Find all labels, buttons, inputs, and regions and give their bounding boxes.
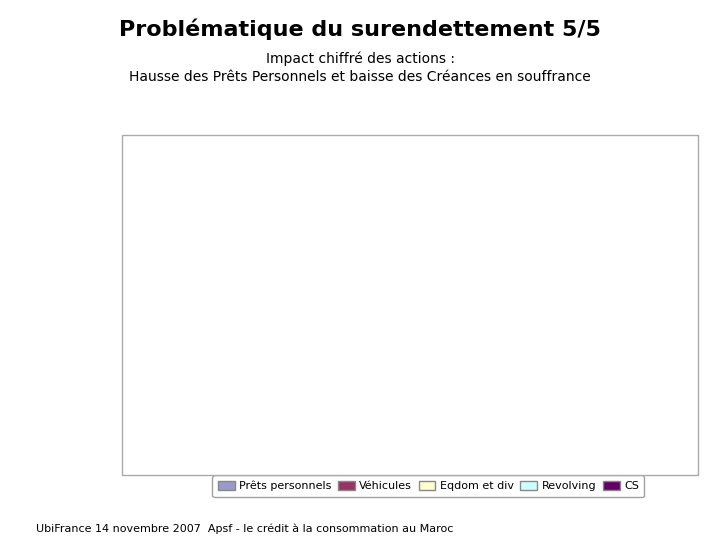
Bar xyxy=(478,151,507,205)
Bar xyxy=(648,235,678,265)
Text: Problématique du surendettement 5/5: Problématique du surendettement 5/5 xyxy=(119,19,601,40)
Bar xyxy=(307,211,336,213)
Bar xyxy=(222,270,251,327)
Bar xyxy=(606,151,634,192)
Bar xyxy=(307,259,336,308)
Bar xyxy=(435,208,464,240)
Bar xyxy=(563,151,592,194)
Bar xyxy=(606,192,634,200)
Bar xyxy=(222,176,251,178)
Bar xyxy=(563,194,592,202)
Bar xyxy=(435,151,464,205)
Bar xyxy=(521,205,549,219)
Bar xyxy=(392,151,422,197)
Bar xyxy=(392,246,422,294)
Bar xyxy=(606,200,634,221)
Bar xyxy=(521,256,549,421)
Bar xyxy=(563,202,592,224)
Bar xyxy=(265,338,294,421)
Text: Hausse des Prêts Personnels et baisse des Créances en souffrance: Hausse des Prêts Personnels et baisse de… xyxy=(129,70,591,84)
Bar xyxy=(648,213,678,235)
Text: UbiFrance 14 novembre 2007  Apsf - le crédit à la consommation au Maroc: UbiFrance 14 novembre 2007 Apsf - le cré… xyxy=(36,523,454,534)
Bar xyxy=(392,197,422,200)
Bar xyxy=(222,178,251,270)
Bar xyxy=(179,173,209,176)
Bar xyxy=(307,308,336,421)
Bar xyxy=(392,294,422,421)
Bar xyxy=(648,265,678,421)
Bar xyxy=(392,200,422,246)
Bar xyxy=(265,230,294,232)
Bar xyxy=(563,259,592,421)
Bar xyxy=(350,305,379,421)
Bar xyxy=(648,205,678,213)
Bar xyxy=(222,151,251,176)
Bar xyxy=(350,211,379,259)
Bar xyxy=(350,259,379,305)
Bar xyxy=(648,151,678,205)
Bar xyxy=(606,254,634,421)
Bar xyxy=(606,221,634,254)
Bar xyxy=(222,327,251,421)
Bar xyxy=(478,211,507,213)
Bar xyxy=(350,208,379,211)
Bar xyxy=(179,227,209,313)
Bar xyxy=(179,313,209,421)
Bar xyxy=(563,224,592,259)
Bar xyxy=(350,151,379,208)
Text: Impact chiffré des actions :: Impact chiffré des actions : xyxy=(266,51,454,66)
Bar xyxy=(307,213,336,259)
Bar xyxy=(521,151,549,197)
Bar xyxy=(478,254,507,421)
Bar xyxy=(265,232,294,297)
Legend: Prêts personnels, Véhicules, Eqdom et div, Revolving, CS: Prêts personnels, Véhicules, Eqdom et di… xyxy=(212,475,644,497)
Bar xyxy=(307,151,336,211)
Bar xyxy=(435,240,464,284)
Bar xyxy=(179,151,209,173)
Bar xyxy=(179,176,209,227)
Bar xyxy=(265,151,294,230)
Bar xyxy=(521,219,549,256)
Bar xyxy=(521,197,549,205)
Bar xyxy=(478,213,507,254)
Bar xyxy=(478,205,507,211)
Bar xyxy=(265,297,294,338)
Bar xyxy=(435,205,464,208)
Bar xyxy=(435,284,464,421)
